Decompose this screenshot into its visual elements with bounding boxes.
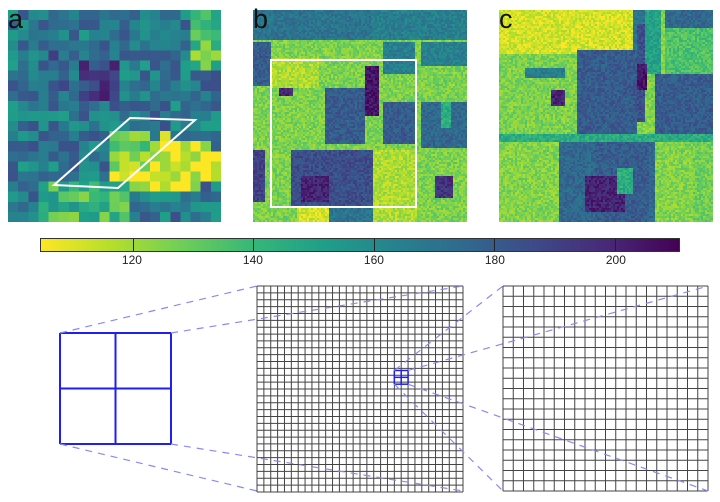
- colorbar: [40, 238, 680, 252]
- colorbar-tick: [615, 239, 617, 251]
- colorbar-tick-label: 160: [363, 253, 384, 267]
- zoom-connector-line: [393, 383, 504, 492]
- parallelogram-overlay: [51, 116, 198, 190]
- colorbar-tick-label: 200: [605, 253, 626, 267]
- zoom-connector-line: [170, 285, 464, 334]
- subset-outline: [270, 59, 417, 208]
- panel-c: c: [499, 4, 713, 222]
- zoom-connector-line: [170, 443, 464, 492]
- colorbar-tick: [494, 239, 496, 251]
- panel-b: b: [253, 4, 467, 222]
- zoom-connector-line: [393, 285, 504, 371]
- colorbar-tick: [253, 239, 255, 251]
- panel-a: a: [8, 4, 221, 222]
- coarse-heatmap-image: [8, 10, 221, 222]
- footprint-outline: [51, 116, 198, 190]
- colorbar-tick-label: 180: [484, 253, 505, 267]
- fine-heatmap-image-full: [499, 10, 713, 222]
- rectangle-overlay: [270, 59, 417, 208]
- fine-heatmap-image: [253, 10, 467, 222]
- colorbar-tick-label: 140: [242, 253, 263, 267]
- zoom-connector-line: [407, 383, 709, 492]
- panel-label-a: a: [8, 4, 24, 34]
- panel-label-b: b: [253, 4, 269, 34]
- zoom-connector-line: [59, 285, 258, 334]
- colorbar-tick-label: 120: [121, 253, 142, 267]
- zoom-connector-line: [59, 443, 258, 492]
- panel-label-c: c: [499, 4, 513, 34]
- colorbar-tick: [373, 239, 375, 251]
- colorbar-tick: [132, 239, 134, 251]
